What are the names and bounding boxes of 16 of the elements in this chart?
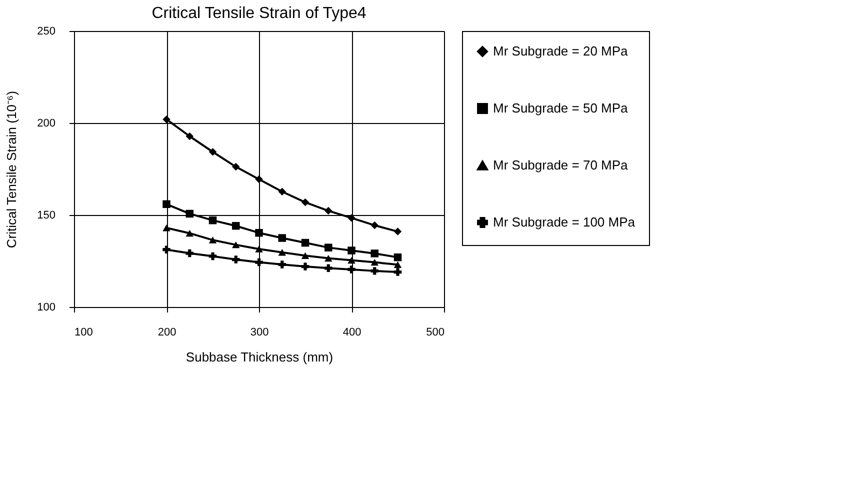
y-tick-label: 250	[37, 26, 56, 38]
y-tick-label: 150	[37, 210, 56, 222]
legend-label: Mr Subgrade = 50 MPa	[493, 100, 629, 116]
x-tick-label: 100	[74, 326, 93, 338]
x-tick-label: 500	[426, 326, 444, 338]
x-tick-label: 300	[250, 326, 269, 338]
y-tick-label: 100	[37, 302, 56, 314]
legend-label: Mr Subgrade = 70 MPa	[493, 158, 629, 172]
legend-label: Mr Subgrade = 100 MPa	[493, 214, 636, 230]
chart-title: Critical Tensile Strain of Type4	[152, 5, 366, 22]
x-axis-title: Subbase Thickness (mm)	[186, 350, 334, 364]
x-tick-label: 400	[342, 326, 362, 338]
legend-label: Mr Subgrade = 20 MPa	[493, 44, 629, 58]
y-axis-title: Critical Tensile Strain (10⁻⁶)	[4, 90, 20, 248]
y-tick-label: 200	[37, 118, 56, 130]
x-tick-label: 200	[158, 326, 176, 338]
